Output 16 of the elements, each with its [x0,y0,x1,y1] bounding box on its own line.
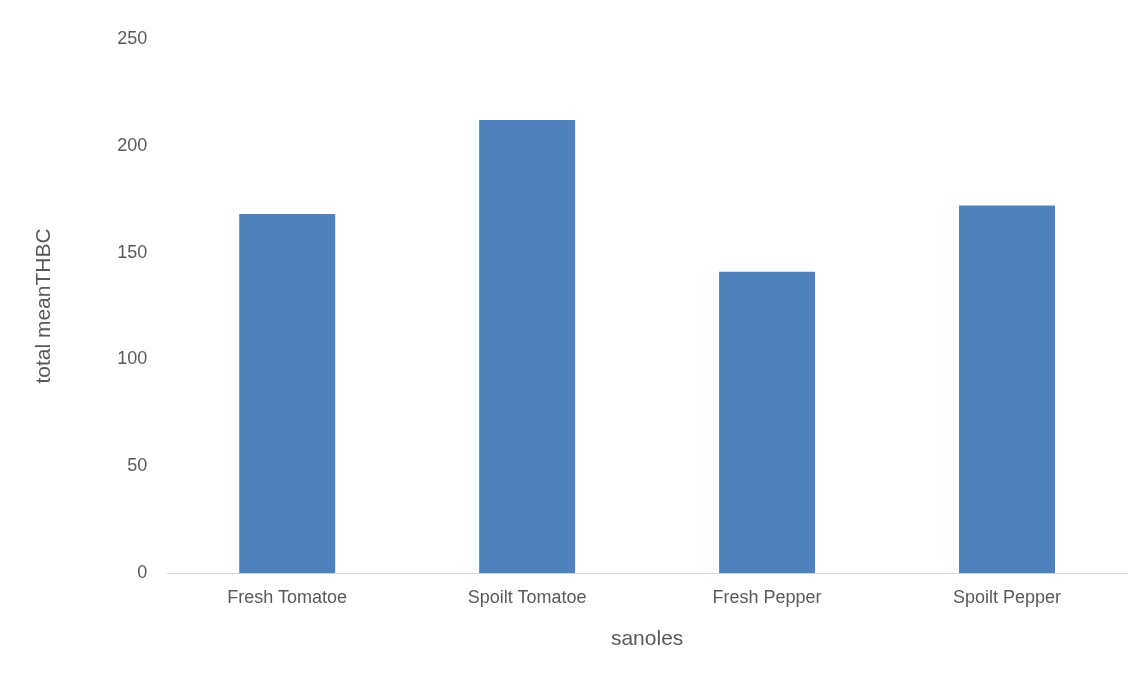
y-tick-label: 200 [117,134,148,155]
y-tick-label: 150 [117,241,148,262]
y-tick-label: 0 [137,562,148,583]
bar [959,205,1056,574]
y-tick-label: 250 [117,27,148,48]
x-axis-title: sanoles [610,626,684,650]
x-tick-label: Fresh Tomatoe [227,586,348,607]
y-axis-title: total meanTHBC [31,228,55,384]
y-tick-label: 100 [117,348,148,369]
x-tick-label: Spoilt Pepper [952,586,1062,607]
x-tick-label: Fresh Pepper [712,586,822,607]
bar [479,120,576,574]
y-tick-label: 50 [127,455,148,476]
bar [239,214,336,574]
x-tick-label: Spoilt Tomatoe [467,586,587,607]
bar [719,271,816,574]
